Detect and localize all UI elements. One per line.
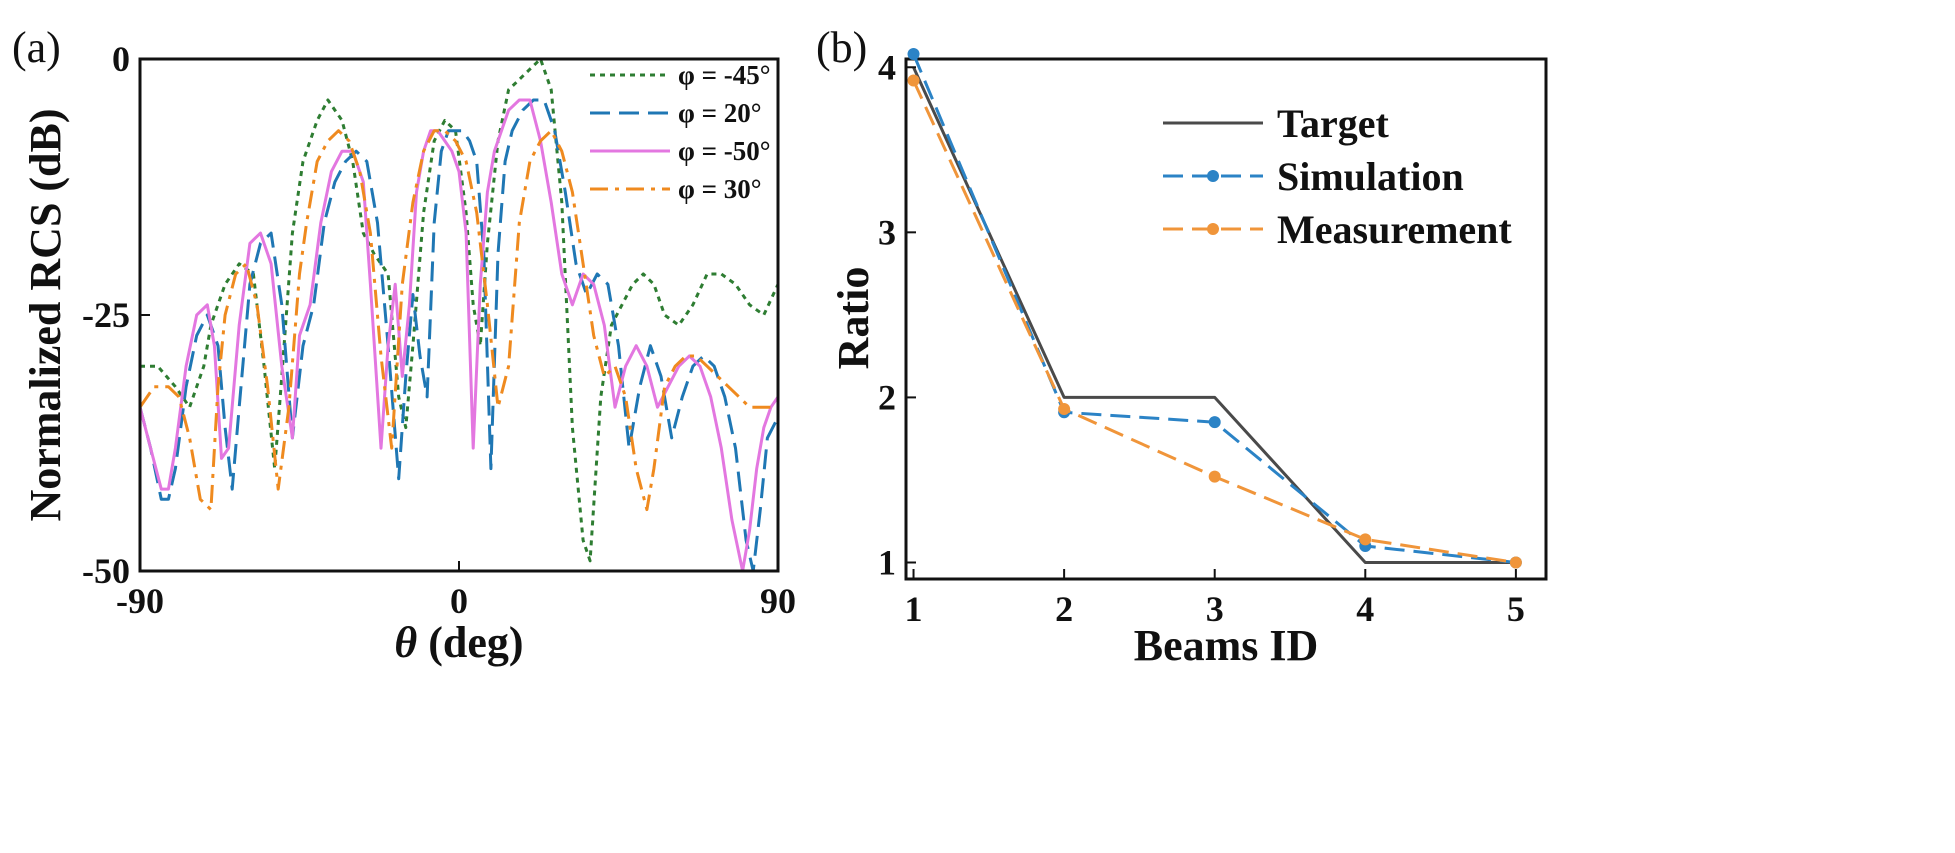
x-tick-label: 90 (760, 581, 796, 621)
panel-b-ticks: 1 2 3 4 5 1 2 3 4 (878, 47, 1525, 629)
series-point-2 (1509, 556, 1522, 569)
series-line-2 (138, 98, 780, 573)
x-tick-label: 0 (450, 581, 468, 621)
panel-b-y-axis-title: Ratio (829, 267, 878, 370)
series-line-1 (912, 53, 1517, 564)
panel-a-legend: φ = -45° φ = 20° φ = -50° φ = 30° (590, 60, 771, 204)
x-tick-label: 1 (905, 589, 923, 629)
panel-b-label: (b) (816, 23, 867, 72)
panel-a-ticks: -90 0 90 0 -25 -50 (82, 39, 796, 621)
y-tick-label: 0 (112, 39, 130, 79)
panel-a: (a) -90 0 90 0 -25 -50 φ = -45° φ = 20° φ = -50… (12, 23, 796, 667)
series-line-2 (912, 79, 1517, 564)
series-line-0 (140, 57, 780, 563)
legend-label: φ = -50° (678, 136, 771, 166)
panel-a-y-axis-title: Normalized RCS (dB) (21, 108, 70, 521)
legend-label: Measurement (1277, 207, 1512, 252)
series-point-2 (1208, 470, 1221, 483)
legend-label: φ = -45° (678, 60, 771, 90)
x-tick-label: 2 (1055, 589, 1073, 629)
y-tick-label: -25 (82, 295, 130, 335)
x-tick-label: -90 (116, 581, 164, 621)
x-tick-label: 3 (1206, 589, 1224, 629)
panel-a-x-axis-title: θ (deg) (394, 618, 523, 667)
legend-label: φ = 20° (678, 98, 762, 128)
panel-b-frame (904, 57, 1548, 581)
legend-marker (1207, 170, 1219, 182)
series-point-2 (1058, 402, 1071, 415)
y-tick-label: 1 (878, 542, 896, 582)
panel-b-x-axis-title: Beams ID (1134, 621, 1319, 670)
legend-marker (1207, 223, 1219, 235)
series-line-3 (138, 129, 778, 512)
legend-label: Simulation (1277, 154, 1464, 199)
series-point-2 (907, 74, 920, 87)
y-tick-label: -50 (82, 551, 130, 591)
x-axis-unit-text: (deg) (417, 618, 523, 667)
series-point-2 (1359, 533, 1372, 546)
panel-b-legend: Target Simulation Measurement (1163, 101, 1512, 252)
series-point-1 (1208, 416, 1221, 429)
series-point-1 (907, 48, 920, 61)
y-tick-label: 3 (878, 212, 896, 252)
panel-b-series-group (907, 48, 1522, 569)
legend-label: Target (1277, 101, 1390, 146)
legend-label: φ = 30° (678, 174, 762, 204)
series-line-0 (912, 66, 1516, 564)
x-tick-label: 5 (1507, 589, 1525, 629)
x-axis-theta-symbol: θ (394, 618, 417, 667)
x-tick-label: 4 (1356, 589, 1374, 629)
y-tick-label: 4 (878, 47, 896, 87)
panel-a-series-group (138, 57, 780, 573)
panel-a-label: (a) (12, 23, 61, 72)
panel-b: (b) 1 2 3 4 5 1 2 3 4 Target Simulation Measuremen… (816, 23, 1548, 670)
series-line-1 (138, 98, 780, 573)
y-tick-label: 2 (878, 377, 896, 417)
